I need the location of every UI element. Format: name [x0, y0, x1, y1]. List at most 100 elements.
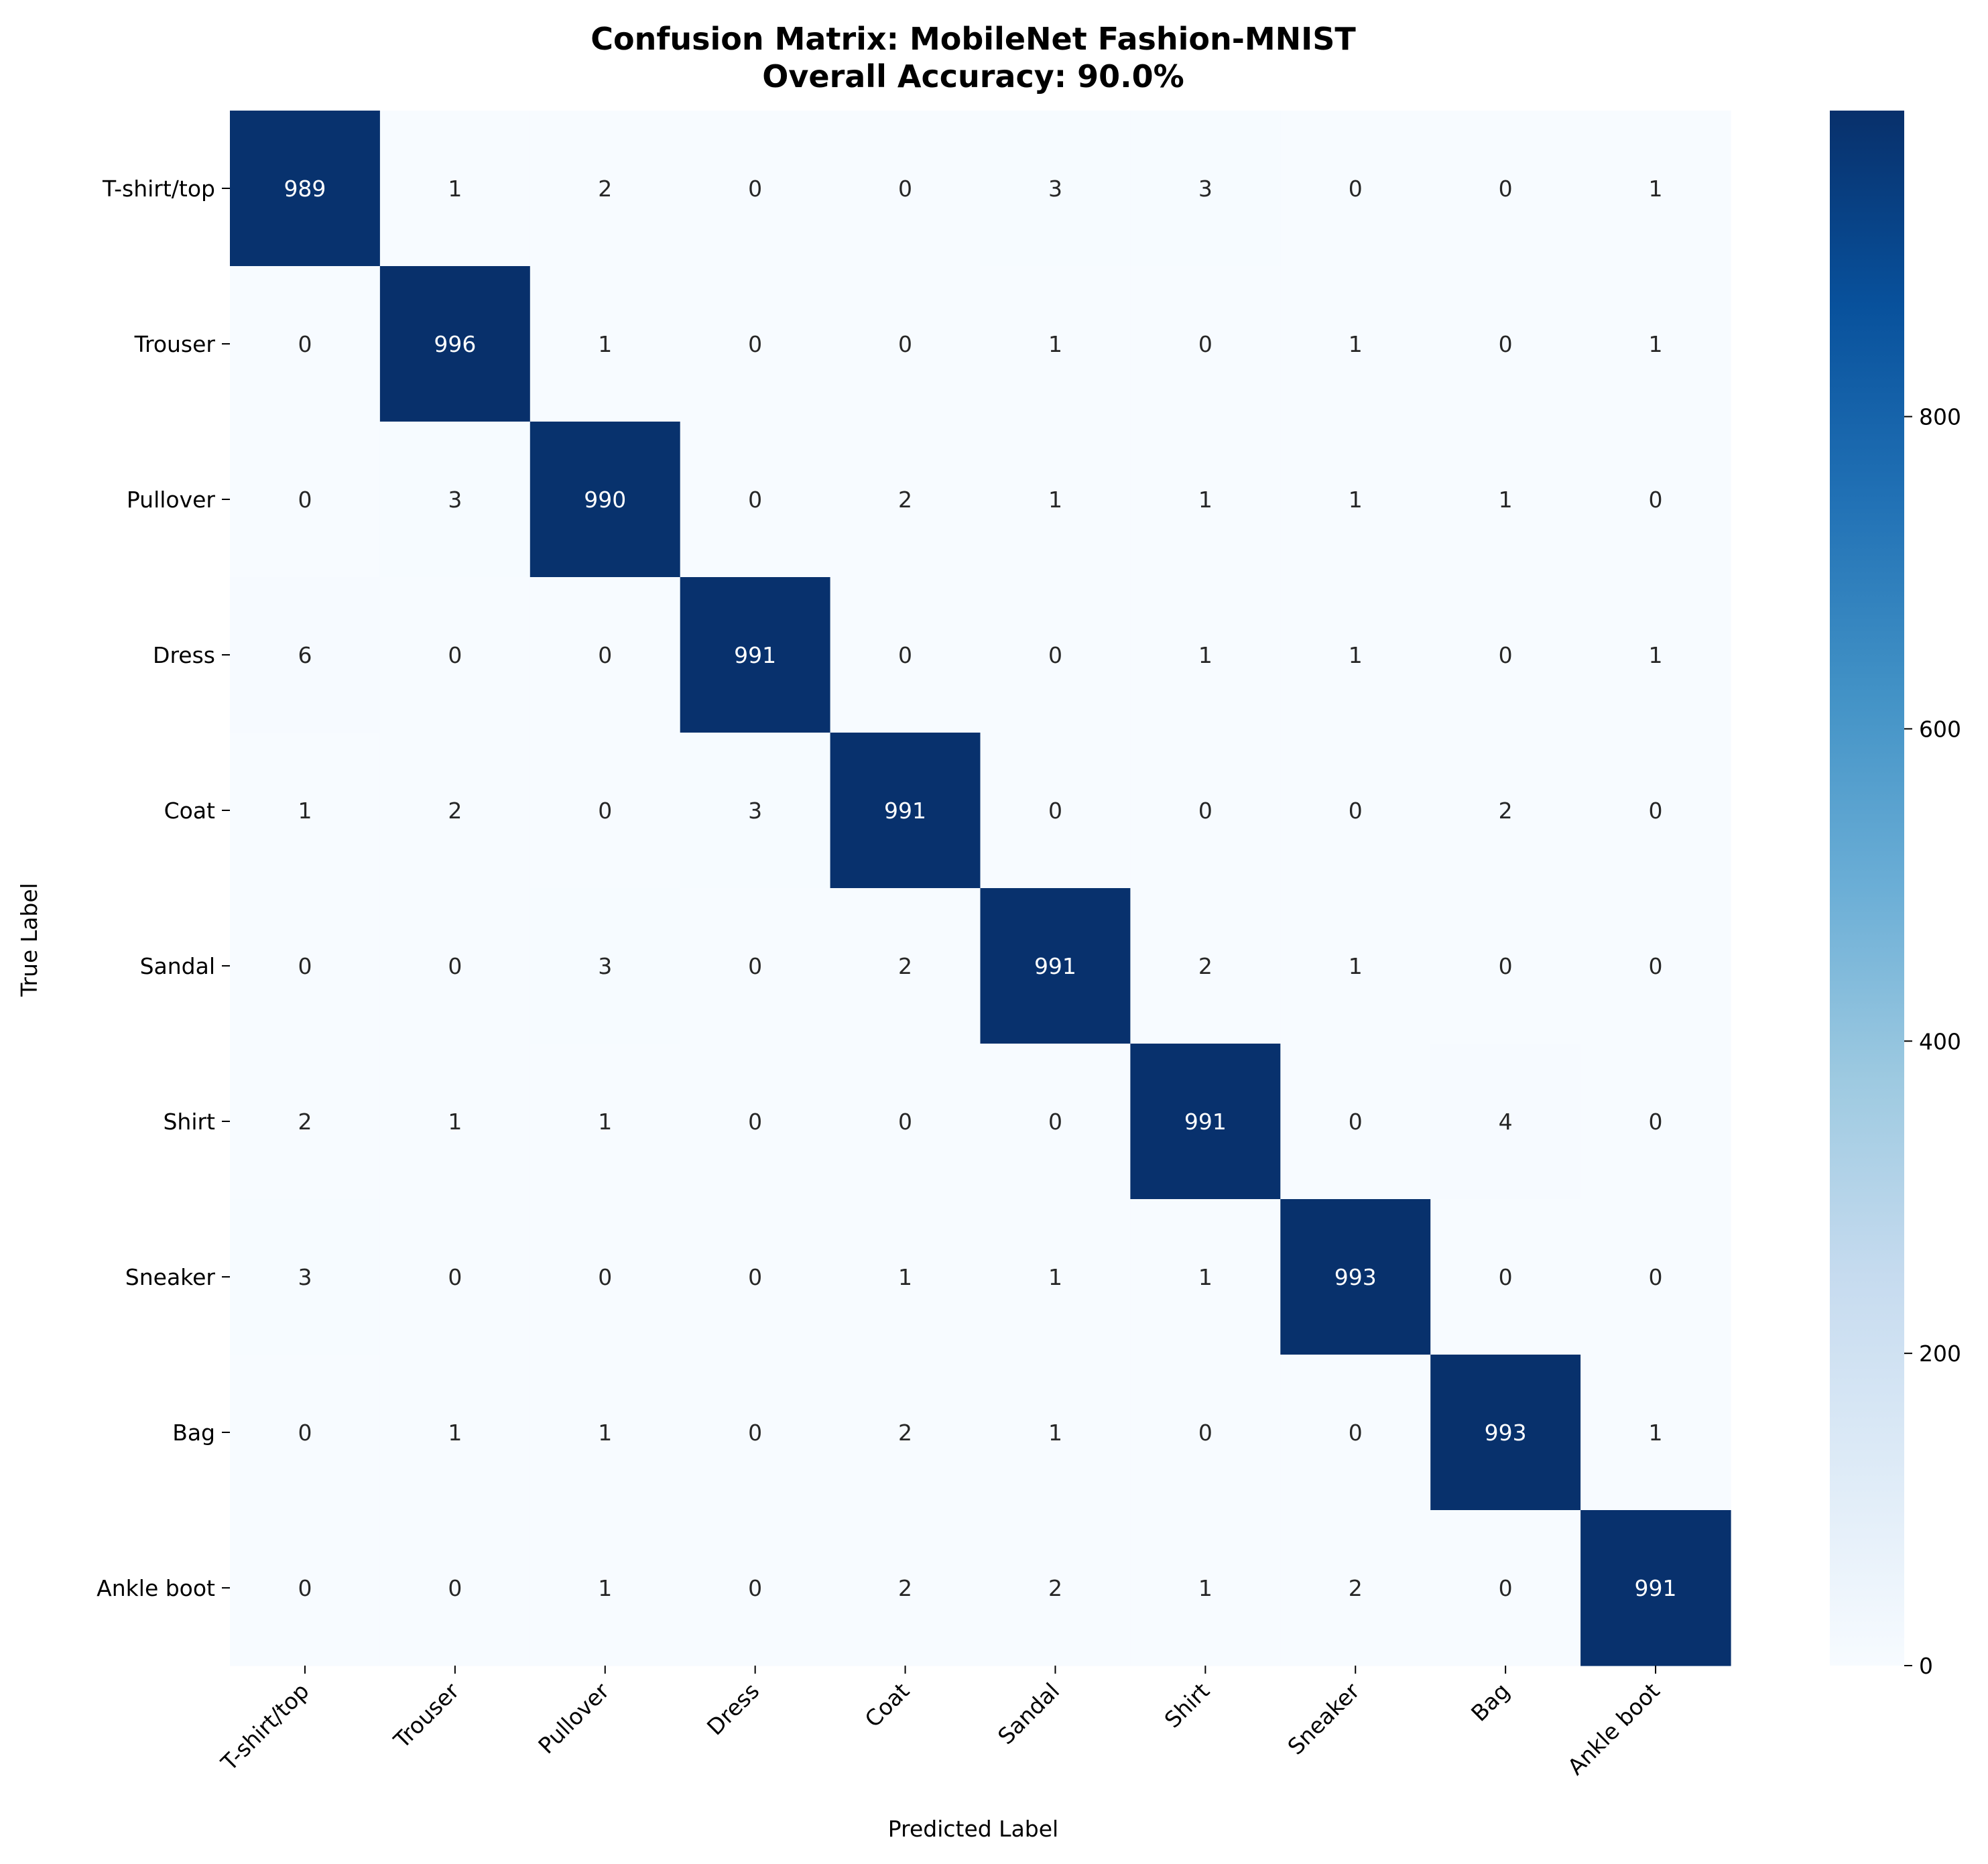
cell-value-label: 0 — [1649, 953, 1663, 979]
heatmap-cell — [1130, 577, 1281, 733]
cell-value-label: 3 — [598, 953, 612, 979]
heatmap-cell — [830, 888, 981, 1044]
cell-value-label: 991 — [734, 642, 776, 668]
y-axis: T-shirt/top Trouser Pullover Dress Coat Sanda… — [97, 176, 230, 1601]
cell-value-label: 0 — [1198, 331, 1213, 357]
x-tick-label: Bag — [1466, 1678, 1515, 1727]
heatmap-cell — [1580, 1510, 1731, 1666]
cell-value-label: 0 — [298, 1420, 312, 1446]
y-tick-label: Coat — [164, 798, 215, 824]
heatmap-cell — [980, 1355, 1131, 1511]
heatmap-cell — [1430, 733, 1581, 889]
cell-value-label: 991 — [1184, 1109, 1227, 1135]
cell-value-label: 0 — [1048, 1109, 1062, 1135]
heatmap-cell — [379, 1510, 531, 1666]
heatmap-cell — [230, 111, 381, 267]
heatmap-cell — [1130, 1355, 1281, 1511]
cell-value-label: 1 — [1048, 1420, 1062, 1446]
cell-value-label: 1 — [1048, 331, 1062, 357]
cell-value-label: 1 — [1649, 176, 1663, 202]
heatmap-cell — [1280, 888, 1431, 1044]
cell-value-label: 2 — [1349, 1575, 1363, 1601]
cell-value-label: 2 — [1499, 798, 1513, 824]
cell-value-label: 989 — [284, 176, 326, 202]
y-tick-label: Trouser — [134, 331, 216, 357]
cell-value-label: 0 — [448, 1264, 462, 1290]
y-tick-label: Shirt — [163, 1109, 215, 1135]
heatmap-cell — [230, 577, 381, 733]
heatmap-cell-labels: 989 1 2 0 0 3 3 0 0 1 0 996 1 0 0 1 0 1 0 1 0 3 990 0 2 1 1 1 1 0 6 0 0 9… — [284, 176, 1676, 1601]
cell-value-label: 3 — [1198, 176, 1213, 202]
heatmap-cell — [379, 1199, 531, 1355]
cell-value-label: 1 — [1649, 331, 1663, 357]
cell-value-label: 991 — [1635, 1575, 1677, 1601]
x-tick-label: Coat — [860, 1678, 915, 1733]
heatmap-cell — [830, 266, 981, 422]
cell-value-label: 993 — [1485, 1420, 1527, 1446]
heatmap-cell — [379, 422, 531, 578]
heatmap-cell — [680, 422, 831, 578]
cell-value-label: 0 — [1649, 487, 1663, 513]
x-tick-label: Pullover — [533, 1678, 614, 1759]
cell-value-label: 3 — [298, 1264, 312, 1290]
cell-value-label: 0 — [298, 953, 312, 979]
y-axis-label: True Label — [16, 883, 42, 997]
cell-value-label: 4 — [1499, 1109, 1513, 1135]
heatmap-cell — [980, 266, 1131, 422]
heatmap-cell — [1280, 422, 1431, 578]
cell-value-label: 0 — [1649, 798, 1663, 824]
heatmap-cell — [530, 1510, 681, 1666]
cell-value-label: 1 — [598, 1109, 612, 1135]
heatmap-cell — [1280, 1510, 1431, 1666]
heatmap-cell — [830, 577, 981, 733]
cell-value-label: 0 — [1499, 1264, 1513, 1290]
cell-value-label: 2 — [898, 1420, 912, 1446]
heatmap-cell — [680, 266, 831, 422]
heatmap-cell — [1580, 1044, 1731, 1200]
heatmap-cell — [1580, 1355, 1731, 1511]
heatmap-cell — [530, 577, 681, 733]
heatmap-cell — [1580, 577, 1731, 733]
cell-value-label: 2 — [1198, 953, 1213, 979]
heatmap-cell — [680, 733, 831, 889]
heatmap-cell — [1580, 733, 1731, 889]
cell-value-label: 1 — [898, 1264, 912, 1290]
heatmap-cell — [1280, 1044, 1431, 1200]
cell-value-label: 0 — [598, 1264, 612, 1290]
cell-value-label: 1 — [1349, 642, 1363, 668]
heatmap-cell — [230, 1510, 381, 1666]
x-tick-label: Sneaker — [1282, 1678, 1365, 1760]
heatmap-cell — [980, 422, 1131, 578]
heatmap-cell — [530, 888, 681, 1044]
y-tick-label: Pullover — [127, 487, 216, 513]
heatmap-cell — [230, 266, 381, 422]
cell-value-label: 0 — [748, 331, 762, 357]
heatmap-cell — [1280, 111, 1431, 267]
heatmap-cell — [1280, 1199, 1431, 1355]
x-axis: T-shirt/top Trouser Pullover Dress Coat Sanda… — [216, 1666, 1665, 1780]
heatmap-cell — [1430, 422, 1581, 578]
chart-title: Confusion Matrix: MobileNet Fashion-MNIS… — [591, 21, 1356, 57]
cell-value-label: 2 — [898, 953, 912, 979]
cell-value-label: 0 — [1349, 1420, 1363, 1446]
heatmap-cell — [230, 888, 381, 1044]
heatmap-cell — [379, 577, 531, 733]
heatmap-cell — [1430, 1199, 1581, 1355]
y-tick-label: Bag — [172, 1420, 215, 1446]
cell-value-label: 0 — [748, 1109, 762, 1135]
cell-value-label: 1 — [1349, 953, 1363, 979]
heatmap-cell — [530, 422, 681, 578]
cell-value-label: 0 — [748, 1575, 762, 1601]
cell-value-label: 0 — [1349, 176, 1363, 202]
heatmap-cell — [980, 888, 1131, 1044]
heatmap-cell — [530, 1199, 681, 1355]
heatmap-cells — [230, 111, 1731, 1666]
cell-value-label: 0 — [748, 176, 762, 202]
cell-value-label: 0 — [898, 331, 912, 357]
heatmap-cell — [680, 1355, 831, 1511]
heatmap-cell — [230, 422, 381, 578]
heatmap-cell — [680, 577, 831, 733]
heatmap-cell — [680, 888, 831, 1044]
heatmap-cell — [680, 1044, 831, 1200]
heatmap-cell — [1430, 888, 1581, 1044]
